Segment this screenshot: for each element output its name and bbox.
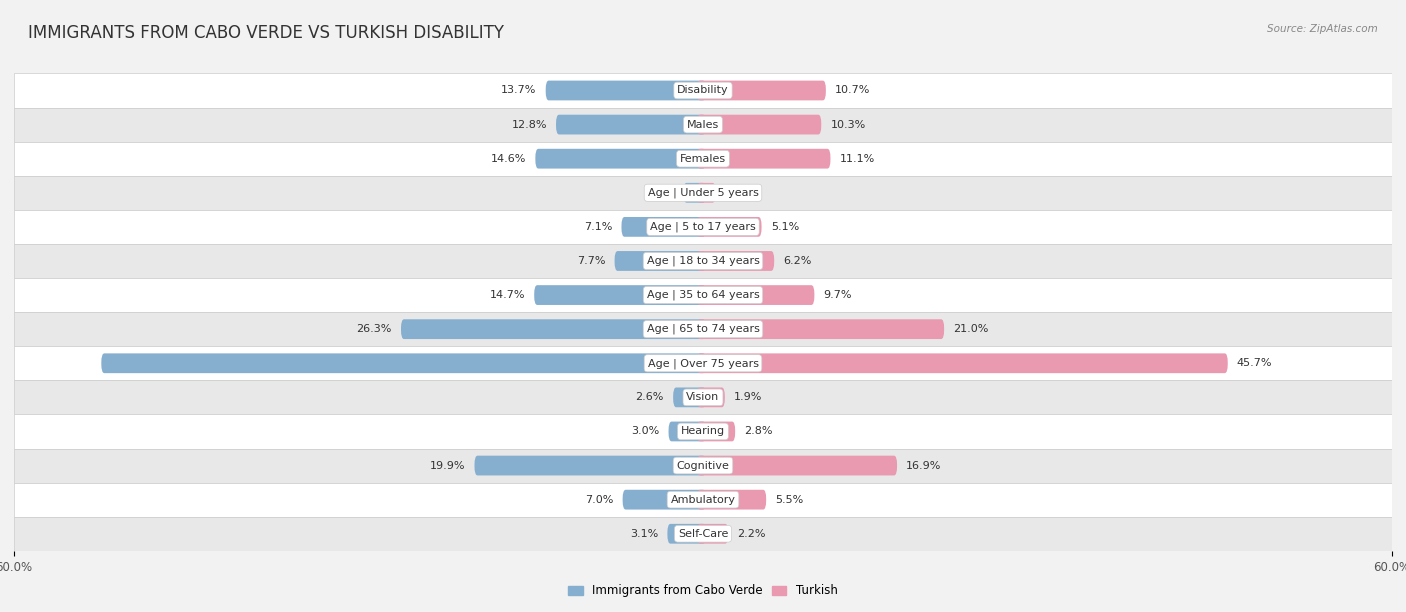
Text: IMMIGRANTS FROM CABO VERDE VS TURKISH DISABILITY: IMMIGRANTS FROM CABO VERDE VS TURKISH DI… [28, 24, 505, 42]
FancyBboxPatch shape [14, 210, 1392, 244]
FancyBboxPatch shape [401, 319, 706, 339]
FancyBboxPatch shape [14, 73, 1392, 108]
FancyBboxPatch shape [697, 81, 825, 100]
Text: 26.3%: 26.3% [357, 324, 392, 334]
Text: 52.4%: 52.4% [56, 358, 93, 368]
Text: 19.9%: 19.9% [430, 461, 465, 471]
FancyBboxPatch shape [14, 346, 1392, 380]
FancyBboxPatch shape [14, 108, 1392, 141]
FancyBboxPatch shape [697, 422, 735, 441]
Text: 5.5%: 5.5% [775, 494, 804, 505]
FancyBboxPatch shape [14, 244, 1392, 278]
FancyBboxPatch shape [14, 141, 1392, 176]
Text: 14.7%: 14.7% [489, 290, 524, 300]
Text: Age | 5 to 17 years: Age | 5 to 17 years [650, 222, 756, 232]
FancyBboxPatch shape [697, 387, 725, 407]
FancyBboxPatch shape [697, 149, 831, 168]
Text: 1.7%: 1.7% [645, 188, 675, 198]
FancyBboxPatch shape [697, 217, 762, 237]
FancyBboxPatch shape [621, 217, 706, 237]
Text: Age | 65 to 74 years: Age | 65 to 74 years [647, 324, 759, 334]
Text: Source: ZipAtlas.com: Source: ZipAtlas.com [1267, 24, 1378, 34]
Text: Cognitive: Cognitive [676, 461, 730, 471]
FancyBboxPatch shape [697, 114, 821, 135]
FancyBboxPatch shape [534, 285, 706, 305]
FancyBboxPatch shape [101, 353, 706, 373]
FancyBboxPatch shape [697, 353, 1227, 373]
Text: Age | 18 to 34 years: Age | 18 to 34 years [647, 256, 759, 266]
Text: Ambulatory: Ambulatory [671, 494, 735, 505]
Text: 7.1%: 7.1% [583, 222, 612, 232]
FancyBboxPatch shape [697, 456, 897, 476]
FancyBboxPatch shape [614, 251, 706, 271]
FancyBboxPatch shape [697, 490, 766, 510]
FancyBboxPatch shape [546, 81, 706, 100]
FancyBboxPatch shape [14, 278, 1392, 312]
FancyBboxPatch shape [683, 183, 706, 203]
Text: 12.8%: 12.8% [512, 119, 547, 130]
Text: Age | Over 75 years: Age | Over 75 years [648, 358, 758, 368]
FancyBboxPatch shape [14, 414, 1392, 449]
Text: Females: Females [681, 154, 725, 163]
Text: Vision: Vision [686, 392, 720, 402]
Text: 2.6%: 2.6% [636, 392, 664, 402]
Text: Hearing: Hearing [681, 427, 725, 436]
Text: 16.9%: 16.9% [907, 461, 942, 471]
Text: 13.7%: 13.7% [501, 86, 537, 95]
Text: 2.8%: 2.8% [744, 427, 773, 436]
FancyBboxPatch shape [697, 251, 775, 271]
FancyBboxPatch shape [697, 524, 728, 543]
FancyBboxPatch shape [697, 183, 716, 203]
FancyBboxPatch shape [623, 490, 706, 510]
Text: 45.7%: 45.7% [1237, 358, 1272, 368]
FancyBboxPatch shape [697, 319, 945, 339]
Text: Disability: Disability [678, 86, 728, 95]
FancyBboxPatch shape [474, 456, 706, 476]
Text: Age | 35 to 64 years: Age | 35 to 64 years [647, 290, 759, 300]
FancyBboxPatch shape [14, 312, 1392, 346]
FancyBboxPatch shape [555, 114, 706, 135]
Text: 21.0%: 21.0% [953, 324, 988, 334]
FancyBboxPatch shape [14, 380, 1392, 414]
FancyBboxPatch shape [14, 483, 1392, 517]
Text: Age | Under 5 years: Age | Under 5 years [648, 187, 758, 198]
FancyBboxPatch shape [14, 449, 1392, 483]
Text: 11.1%: 11.1% [839, 154, 875, 163]
FancyBboxPatch shape [673, 387, 706, 407]
Text: Males: Males [688, 119, 718, 130]
Text: 10.3%: 10.3% [831, 119, 866, 130]
FancyBboxPatch shape [14, 517, 1392, 551]
Text: 5.1%: 5.1% [770, 222, 799, 232]
Text: 3.0%: 3.0% [631, 427, 659, 436]
FancyBboxPatch shape [668, 524, 706, 543]
Text: 1.1%: 1.1% [725, 188, 754, 198]
Text: 14.6%: 14.6% [491, 154, 526, 163]
Text: 3.1%: 3.1% [630, 529, 658, 539]
FancyBboxPatch shape [697, 285, 814, 305]
FancyBboxPatch shape [14, 176, 1392, 210]
Text: 9.7%: 9.7% [824, 290, 852, 300]
FancyBboxPatch shape [536, 149, 706, 168]
Text: 7.0%: 7.0% [585, 494, 613, 505]
Text: 7.7%: 7.7% [576, 256, 606, 266]
Legend: Immigrants from Cabo Verde, Turkish: Immigrants from Cabo Verde, Turkish [564, 580, 842, 602]
FancyBboxPatch shape [669, 422, 706, 441]
Text: 6.2%: 6.2% [783, 256, 811, 266]
Text: 2.2%: 2.2% [738, 529, 766, 539]
Text: 10.7%: 10.7% [835, 86, 870, 95]
Text: Self-Care: Self-Care [678, 529, 728, 539]
Text: 1.9%: 1.9% [734, 392, 762, 402]
